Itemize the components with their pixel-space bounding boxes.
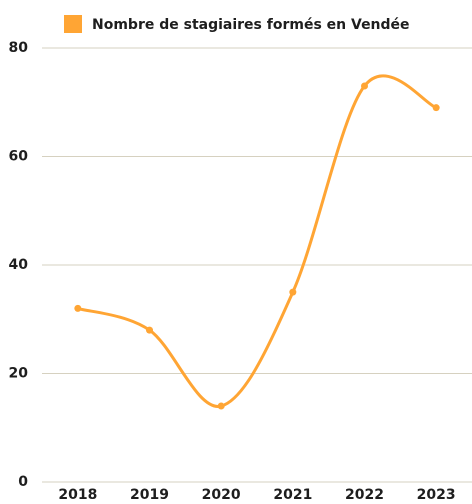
x-tick-label: 2018 <box>58 487 97 503</box>
point <box>432 104 440 112</box>
line <box>77 74 437 408</box>
y-tick-label: 60 <box>9 149 29 165</box>
x-tick-label: 2023 <box>417 487 456 503</box>
x-tick-label: 2021 <box>273 487 312 503</box>
point <box>74 304 82 312</box>
y-tick-label: 0 <box>18 474 28 490</box>
y-tick-label: 20 <box>9 366 29 382</box>
y-tick-label: 80 <box>9 40 29 56</box>
point <box>146 326 153 334</box>
point <box>289 288 297 296</box>
legend-label: Nombre de stagiaires formés en Vendée <box>92 17 410 33</box>
point <box>361 82 368 90</box>
y-tick-label: 40 <box>9 257 29 273</box>
x-tick-label: 2022 <box>345 487 384 503</box>
legend-swatch <box>64 15 82 33</box>
point <box>217 402 225 410</box>
x-tick-label: 2020 <box>202 487 241 503</box>
x-tick-label: 2019 <box>130 487 169 503</box>
